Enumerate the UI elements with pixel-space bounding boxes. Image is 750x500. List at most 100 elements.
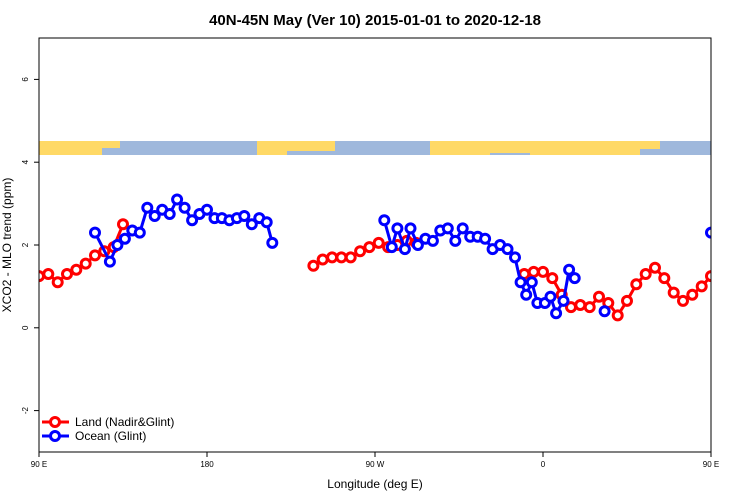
series-ocean-point [245,218,258,231]
series-ocean-point [398,243,411,256]
series-land [39,218,750,322]
x-tick-label: 180 [200,460,214,469]
series-ocean-point [378,214,391,227]
series-land-point [344,251,357,264]
series-ocean-point [568,272,581,285]
series-land-point [51,276,64,289]
series-land-point [686,288,699,301]
series-land-point [744,265,750,274]
series-land-point [335,251,348,264]
x-tick-label: 90 E [31,460,47,469]
series-ocean-point [266,236,279,249]
series-land-point [363,241,376,254]
series-ocean-point [186,214,199,227]
series-land-point [677,294,689,307]
series-ocean-point [598,305,611,318]
series-ocean-point [426,234,439,247]
series-land-point [667,286,680,299]
series-ocean-point [260,216,273,229]
series-ocean-point [141,201,154,214]
series-land-point [89,249,101,262]
series-land-point [725,278,734,287]
series-land-point [316,253,329,266]
series-ocean-point [479,232,492,245]
x-tick-label: 90 W [366,460,385,469]
y-axis: -2 0 2 4 6 [21,77,39,414]
series-ocean-point [736,234,745,243]
series-land-point [716,270,725,279]
x-axis-label: Longitude (deg E) [327,477,422,491]
series-ocean-point [178,201,191,214]
series-ocean-point [729,241,738,250]
series-ocean-point [557,294,570,307]
series-ocean-point [89,226,101,239]
series-ocean-point [456,222,469,235]
series-ocean-point [705,226,711,239]
series-land-point [611,309,624,322]
series-land-point [574,299,587,311]
series-land-point [354,245,367,258]
series-ocean-point [411,239,424,251]
legend-ocean-label: Ocean (Glint) [75,429,146,443]
series-ocean-point [449,234,462,247]
series-ocean-point [563,263,576,276]
series-land-point [583,301,596,314]
series-ocean-point [385,241,398,254]
series-ocean-point [163,208,176,220]
chart-title: 40N-45N May (Ver 10) 2015-01-01 to 2020-… [209,12,541,29]
series-ocean-point [404,222,417,235]
series-land-point [537,265,549,278]
y-tick-label: 2 [21,242,30,247]
x-tick-label: 0 [541,460,546,469]
series-ocean-point [441,222,454,235]
series-ocean-point [525,276,538,289]
series-ocean-point [148,210,161,222]
series-land-point [326,251,339,264]
y-tick-label: 4 [21,159,30,164]
legend-land-label: Land (Nadir&Glint) [75,415,174,429]
y-tick-label: -2 [21,406,30,414]
series-land-point [70,263,83,276]
series-ocean-point [103,255,116,268]
series-ocean-point [520,288,533,301]
series-ocean-point [721,257,730,266]
y-axis-label: XCO2 - MLO trend (ppm) [0,178,14,313]
series-land-point [307,259,320,272]
series-land-point [117,218,129,231]
legend-land-marker [49,416,61,428]
series-ocean-point [171,193,184,206]
legend-ocean-marker [49,430,61,442]
series-land-point [639,268,652,280]
series-land-point [593,290,605,303]
series-ocean-point [744,226,750,235]
series-ocean-point [509,251,521,264]
series-land-point [372,236,385,249]
legend: Land (Nadir&Glint) Ocean (Glint) [42,415,174,443]
series-ocean-line [709,232,711,236]
series-land-point [705,270,711,283]
series-land-point [695,280,708,293]
series-ocean-point [514,276,527,289]
series-ocean-point [133,226,146,239]
series-ocean-point [118,232,131,245]
series-land-point [527,265,540,278]
series-ocean-point [544,290,557,303]
series-ocean-point [550,307,563,320]
x-tick-label: 90 E [703,460,719,469]
y-tick-label: 6 [21,77,30,82]
series-land-point [79,257,92,270]
series-land-point [42,268,55,280]
series-land-point [546,272,559,285]
x-axis: 90 E 180 90 W 0 90 E [31,452,719,469]
series-ocean-point [391,222,404,235]
series-ocean-point [111,239,124,251]
surface-strip [39,141,711,155]
series-ocean-point [501,243,514,256]
series-land-point [658,272,671,285]
series-land-point [630,278,643,291]
series-ocean-point [201,203,213,216]
series-land-point [621,294,633,307]
series-ocean-point [238,210,251,222]
series-land-point [649,261,661,274]
